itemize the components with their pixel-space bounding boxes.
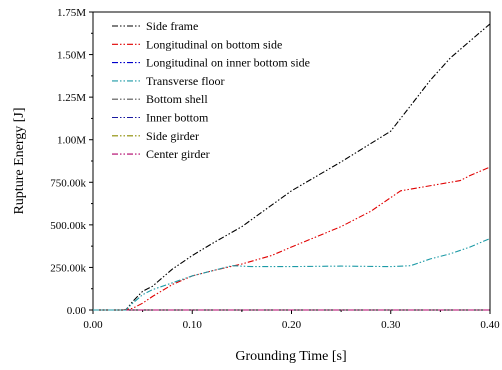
y-tick-label: 1.50M bbox=[57, 50, 86, 62]
x-tick-label: 0.30 bbox=[381, 319, 401, 331]
y-tick-label: 500.00k bbox=[50, 220, 86, 232]
y-tick-label: 250.00k bbox=[50, 262, 86, 274]
legend-label: Transverse floor bbox=[146, 74, 225, 88]
axis-ticks: 0.00 0.10 0.20 0.30 0.40 0.00 250.00k 500.00k 75… bbox=[50, 7, 500, 331]
y-tick-label: 1.75M bbox=[57, 7, 86, 19]
y-axis-label: Rupture Energy [J] bbox=[12, 107, 27, 214]
legend-label: Inner bottom bbox=[146, 111, 209, 125]
y-tick-label: 1.00M bbox=[57, 135, 86, 147]
legend-label: Longitudinal on inner bottom side bbox=[146, 56, 310, 70]
y-tick-label: 750.00k bbox=[50, 177, 86, 189]
y-tick-label: 0.00 bbox=[67, 305, 87, 317]
legend-label: Bottom shell bbox=[146, 92, 208, 106]
series-line-transverse-floor bbox=[93, 237, 491, 311]
legend-label: Side frame bbox=[146, 19, 198, 33]
legend-label: Longitudinal on bottom side bbox=[146, 37, 282, 51]
x-axis-label: Grounding Time [s] bbox=[235, 349, 346, 364]
x-tick-label: 0.20 bbox=[282, 319, 302, 331]
x-tick-label: 0.00 bbox=[83, 319, 103, 331]
x-tick-label: 0.40 bbox=[480, 319, 500, 331]
y-tick-label: 1.25M bbox=[57, 92, 86, 104]
legend-label: Center girder bbox=[146, 147, 210, 161]
series-line-side-frame bbox=[93, 23, 491, 311]
legend-label: Side girder bbox=[146, 129, 199, 143]
legend: Side frame Longitudinal on bottom side Lon… bbox=[112, 19, 310, 161]
x-tick-label: 0.10 bbox=[183, 319, 203, 331]
series-lines bbox=[93, 23, 491, 311]
series-line-longitudinal-on-bottom-side bbox=[93, 166, 491, 311]
